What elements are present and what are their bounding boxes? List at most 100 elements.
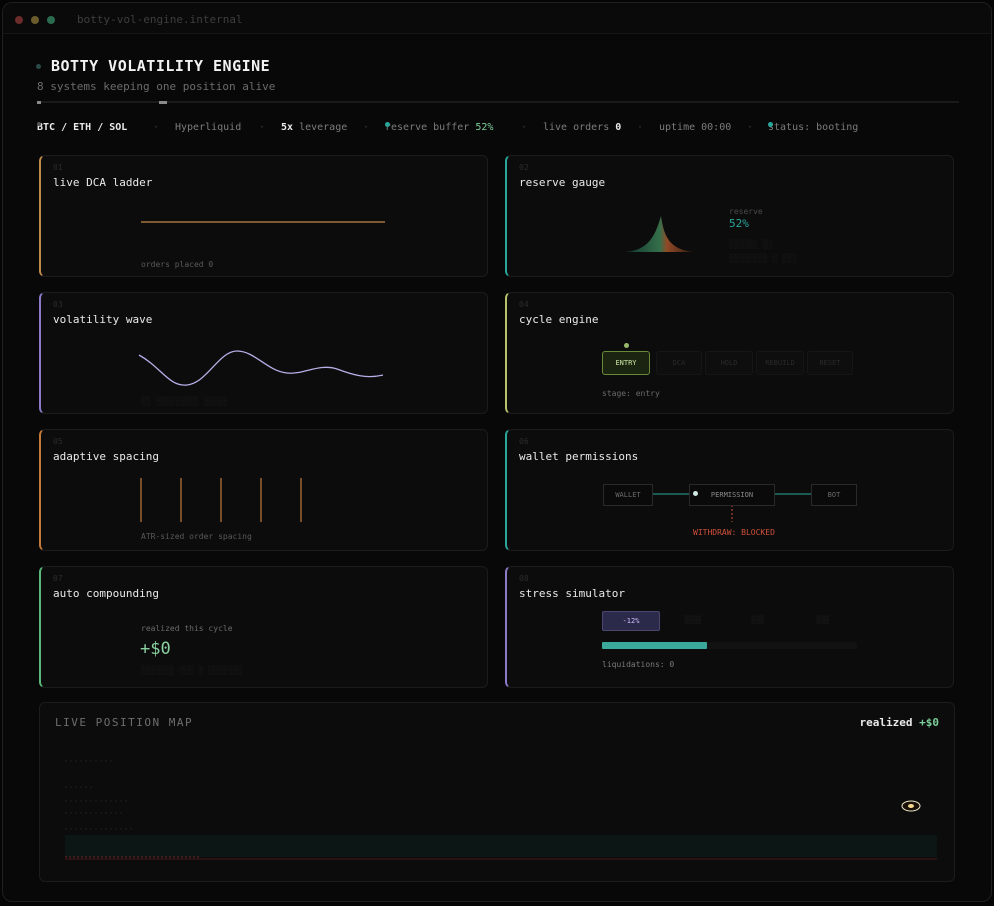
pair-dot-icon bbox=[37, 122, 41, 126]
spacing-caption: ATR-sized order spacing bbox=[141, 532, 252, 541]
orders-chip: live orders 0 bbox=[543, 122, 621, 133]
card-number: 08 bbox=[519, 574, 529, 583]
shock-option-button[interactable]: ░░░ bbox=[751, 616, 765, 624]
map-band bbox=[65, 835, 937, 857]
gauge-peak bbox=[625, 216, 695, 252]
stage-hold[interactable]: HOLD bbox=[705, 351, 753, 375]
reserve-gauge-graphic bbox=[625, 216, 695, 252]
state-label: status: booting bbox=[768, 122, 859, 133]
separator: · bbox=[259, 122, 266, 133]
exchange-label: Hyperliquid bbox=[175, 122, 242, 133]
stage-entry[interactable]: ENTRY bbox=[602, 351, 650, 375]
divider-mark bbox=[37, 101, 41, 104]
state-status-icon bbox=[768, 122, 773, 127]
card-number: 03 bbox=[53, 300, 63, 309]
permission-pulse-icon bbox=[693, 491, 698, 496]
shock-option-button[interactable]: ░░░ bbox=[816, 616, 830, 624]
pair-label: BTC / ETH / SOL bbox=[37, 122, 128, 133]
close-window-icon[interactable] bbox=[15, 16, 23, 24]
faint-line: ░░░░░░ ░░ bbox=[729, 240, 773, 249]
card-number: 07 bbox=[53, 574, 63, 583]
shock-option-button[interactable]: ░░░░ bbox=[684, 616, 702, 624]
divider-mark bbox=[159, 101, 167, 104]
wallet-node: WALLET bbox=[603, 484, 653, 506]
position-map-graphic bbox=[65, 760, 937, 860]
realized-value: +$0 bbox=[140, 639, 171, 659]
stage-label: stage: entry bbox=[602, 389, 660, 398]
reserve-label: reserve bbox=[729, 207, 763, 216]
orders-value: 0 bbox=[615, 122, 622, 133]
dca-ladder-graphic bbox=[141, 221, 385, 223]
pair-chip: BTC / ETH / SOL bbox=[37, 122, 127, 133]
header-dot-icon bbox=[36, 64, 41, 69]
reserve-label: reserve buffer bbox=[385, 122, 470, 133]
position-marker-core bbox=[908, 804, 914, 808]
faint-caption: ░░ ░░░░░░░░░ ░░░░░ bbox=[141, 397, 228, 406]
live-position-map: LIVE POSITION MAP realized +$0 bbox=[39, 702, 955, 882]
card-title: wallet permissions bbox=[519, 450, 639, 463]
map-title: LIVE POSITION MAP bbox=[55, 716, 194, 729]
shock-option-button[interactable]: -12% bbox=[602, 611, 660, 631]
stage-reset[interactable]: RESET bbox=[807, 351, 853, 375]
withdraw-status: WITHDRAW: BLOCKED bbox=[693, 528, 775, 537]
stage-dca[interactable]: DCA bbox=[656, 351, 702, 375]
volatility-wave-graphic bbox=[138, 350, 384, 386]
volatility-line bbox=[138, 350, 384, 386]
map-realized-label: realized bbox=[859, 716, 913, 729]
card-title: reserve gauge bbox=[519, 176, 606, 189]
orders-placed-caption: orders placed 0 bbox=[141, 260, 214, 269]
separator: · bbox=[153, 122, 160, 133]
card-volatility-wave: 03 volatility wave ░░ ░░░░░░░░░ ░░░░░ bbox=[39, 292, 488, 414]
card-title: cycle engine bbox=[519, 313, 599, 326]
header-divider bbox=[37, 101, 959, 103]
separator: · bbox=[747, 122, 754, 133]
card-cycle-engine: 04 cycle engine ENTRY DCA HOLD REBUILD R… bbox=[505, 292, 954, 414]
bot-node: BOT bbox=[811, 484, 857, 506]
card-title: auto compounding bbox=[53, 587, 159, 600]
card-number: 05 bbox=[53, 437, 63, 446]
faint-caption: ░░░░░░░ ░░░ ░ ░░░░░░░ bbox=[141, 666, 243, 675]
card-auto-compounding: 07 auto compounding realized this cycle … bbox=[39, 566, 488, 688]
stage-rebuild[interactable]: REBUILD bbox=[756, 351, 804, 375]
leverage-value: 5x bbox=[281, 122, 294, 133]
permission-node: PERMISSION bbox=[689, 484, 775, 506]
cycle-indicator-icon bbox=[624, 343, 629, 348]
map-realized-value: +$0 bbox=[919, 716, 939, 729]
app-subtitle: 8 systems keeping one position alive bbox=[37, 80, 276, 93]
window-title: botty-vol-engine.internal bbox=[77, 13, 243, 26]
card-title: stress simulator bbox=[519, 587, 625, 600]
minimize-window-icon[interactable] bbox=[31, 16, 39, 24]
title-bar: botty-vol-engine.internal bbox=[3, 3, 991, 34]
separator: · bbox=[637, 122, 644, 133]
card-stress-simulator: 08 stress simulator -12% ░░░░ ░░░ ░░░ li… bbox=[505, 566, 954, 688]
card-title: adaptive spacing bbox=[53, 450, 159, 463]
spacing-graphic bbox=[140, 478, 302, 522]
map-faint-lines bbox=[65, 760, 132, 830]
card-number: 01 bbox=[53, 163, 63, 172]
app-title: BOTTY VOLATILITY ENGINE bbox=[51, 57, 271, 75]
card-number: 04 bbox=[519, 300, 529, 309]
card-dca-ladder: 01 live DCA ladder orders placed 0 bbox=[39, 155, 488, 277]
map-realized: realized +$0 bbox=[860, 716, 939, 729]
state-chip: status: booting bbox=[768, 122, 858, 133]
liquidations-label: liquidations: 0 bbox=[602, 660, 675, 669]
card-reserve-gauge: 02 reserve gauge reserve 52% ░░░░░░ ░░ ░… bbox=[505, 155, 954, 277]
card-adaptive-spacing: 05 adaptive spacing ATR-sized order spac… bbox=[39, 429, 488, 551]
reserve-chip: reserve buffer 52% bbox=[385, 122, 493, 133]
card-title: live DCA ladder bbox=[53, 176, 153, 189]
uptime-label: uptime 00:00 bbox=[659, 122, 732, 133]
wallet-flow-graphic bbox=[652, 493, 811, 522]
orders-label: live orders bbox=[543, 122, 610, 133]
faint-line: ░░░░░░░░ ░ ░░░ bbox=[729, 254, 797, 263]
leverage-label: leverage bbox=[299, 122, 348, 133]
stress-track bbox=[602, 642, 857, 649]
realized-label: realized this cycle bbox=[141, 624, 233, 633]
separator: · bbox=[521, 122, 528, 133]
separator: · bbox=[363, 122, 370, 133]
reserve-value: 52% bbox=[729, 217, 749, 230]
card-number: 02 bbox=[519, 163, 529, 172]
maximize-window-icon[interactable] bbox=[47, 16, 55, 24]
card-wallet-permissions: 06 wallet permissions WALLET PERMISSION … bbox=[505, 429, 954, 551]
reserve-value: 52% bbox=[475, 122, 494, 133]
stress-fill bbox=[602, 642, 707, 649]
